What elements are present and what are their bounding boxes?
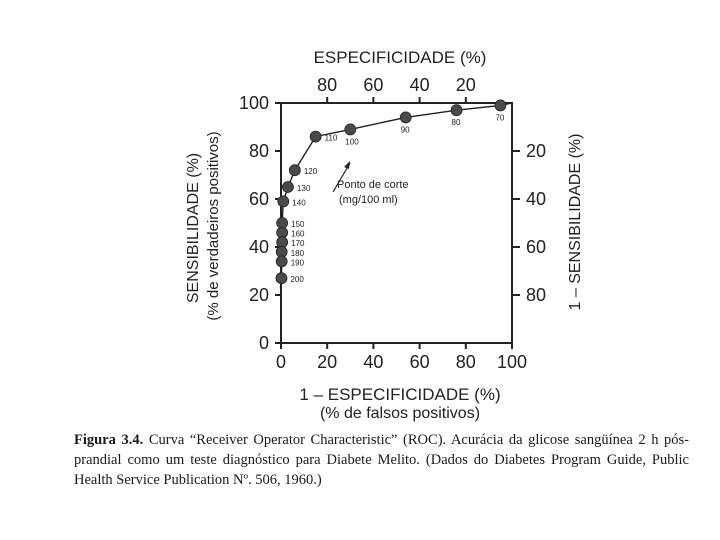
roc-point bbox=[275, 272, 288, 285]
roc-point bbox=[275, 255, 288, 268]
right-tick-label: 20 bbox=[526, 141, 546, 161]
y-tick-label: 80 bbox=[249, 141, 269, 161]
roc-point-label: 90 bbox=[401, 125, 410, 134]
roc-point-label: 140 bbox=[292, 198, 306, 207]
x-tick-label: 0 bbox=[276, 352, 286, 372]
roc-point-label: 200 bbox=[290, 275, 304, 284]
roc-point bbox=[450, 104, 463, 117]
chart-title: ESPECIFICIDADE (%) bbox=[314, 48, 487, 67]
top-tick-label: 80 bbox=[317, 75, 337, 95]
x-tick-label: 40 bbox=[363, 352, 383, 372]
roc-point bbox=[288, 164, 301, 177]
roc-point-label: 180 bbox=[291, 249, 305, 258]
roc-chart: ESPECIFICIDADE (%) 1 – ESPECIFICIDADE (%… bbox=[185, 48, 584, 422]
y-tick-label: 0 bbox=[259, 333, 269, 353]
y-tick-label: 20 bbox=[249, 285, 269, 305]
x-tick-label: 100 bbox=[497, 352, 527, 372]
annotation-line-1: Ponto de corte bbox=[337, 179, 409, 191]
roc-point bbox=[399, 111, 412, 124]
roc-point-label: 80 bbox=[452, 118, 461, 127]
figure-caption-text: Curva “Receiver Operator Characteristic”… bbox=[74, 432, 690, 488]
x-axis-label: 1 – ESPECIFICIDADE (%) bbox=[299, 385, 500, 404]
right-tick-label: 40 bbox=[526, 189, 546, 209]
roc-point-label: 70 bbox=[495, 113, 504, 122]
y-axis-label: SENSIBILIDADE (%) bbox=[185, 153, 202, 303]
top-tick-label: 60 bbox=[363, 75, 383, 95]
right-tick-label: 80 bbox=[526, 285, 546, 305]
annotation-line-2: (mg/100 ml) bbox=[339, 194, 398, 206]
y-axis-sublabel: (% de verdadeiros positivos) bbox=[205, 131, 222, 320]
roc-point-label: 120 bbox=[304, 167, 318, 176]
figure-label: Figura 3.4. bbox=[74, 432, 144, 448]
roc-point-label: 130 bbox=[297, 184, 311, 193]
roc-point bbox=[344, 123, 357, 136]
x-tick-label: 20 bbox=[317, 352, 337, 372]
roc-point-label: 160 bbox=[291, 230, 305, 239]
y-tick-label: 40 bbox=[249, 237, 269, 257]
roc-point bbox=[277, 195, 290, 208]
roc-point-label: 170 bbox=[291, 239, 305, 248]
roc-point bbox=[309, 130, 322, 143]
x-axis-sublabel: (% de falsos positivos) bbox=[320, 405, 480, 422]
top-tick-label: 40 bbox=[410, 75, 430, 95]
roc-point bbox=[494, 99, 507, 112]
roc-point-label: 190 bbox=[291, 258, 305, 267]
annotation-arrowhead bbox=[344, 161, 350, 169]
y-tick-label: 60 bbox=[249, 189, 269, 209]
roc-point bbox=[282, 181, 294, 193]
x-tick-label: 80 bbox=[456, 352, 476, 372]
roc-point-label: 110 bbox=[325, 134, 338, 143]
figure-caption: Figura 3.4. Curva “Receiver Operator Cha… bbox=[74, 430, 689, 490]
y-tick-label: 100 bbox=[239, 93, 269, 113]
top-tick-label: 20 bbox=[456, 75, 476, 95]
x-tick-label: 60 bbox=[410, 352, 430, 372]
right-tick-label: 60 bbox=[526, 237, 546, 257]
right-axis-label: 1 – SENSIBILIDADE (%) bbox=[567, 134, 584, 311]
roc-point-label: 150 bbox=[291, 220, 305, 229]
roc-point-label: 100 bbox=[345, 137, 359, 146]
